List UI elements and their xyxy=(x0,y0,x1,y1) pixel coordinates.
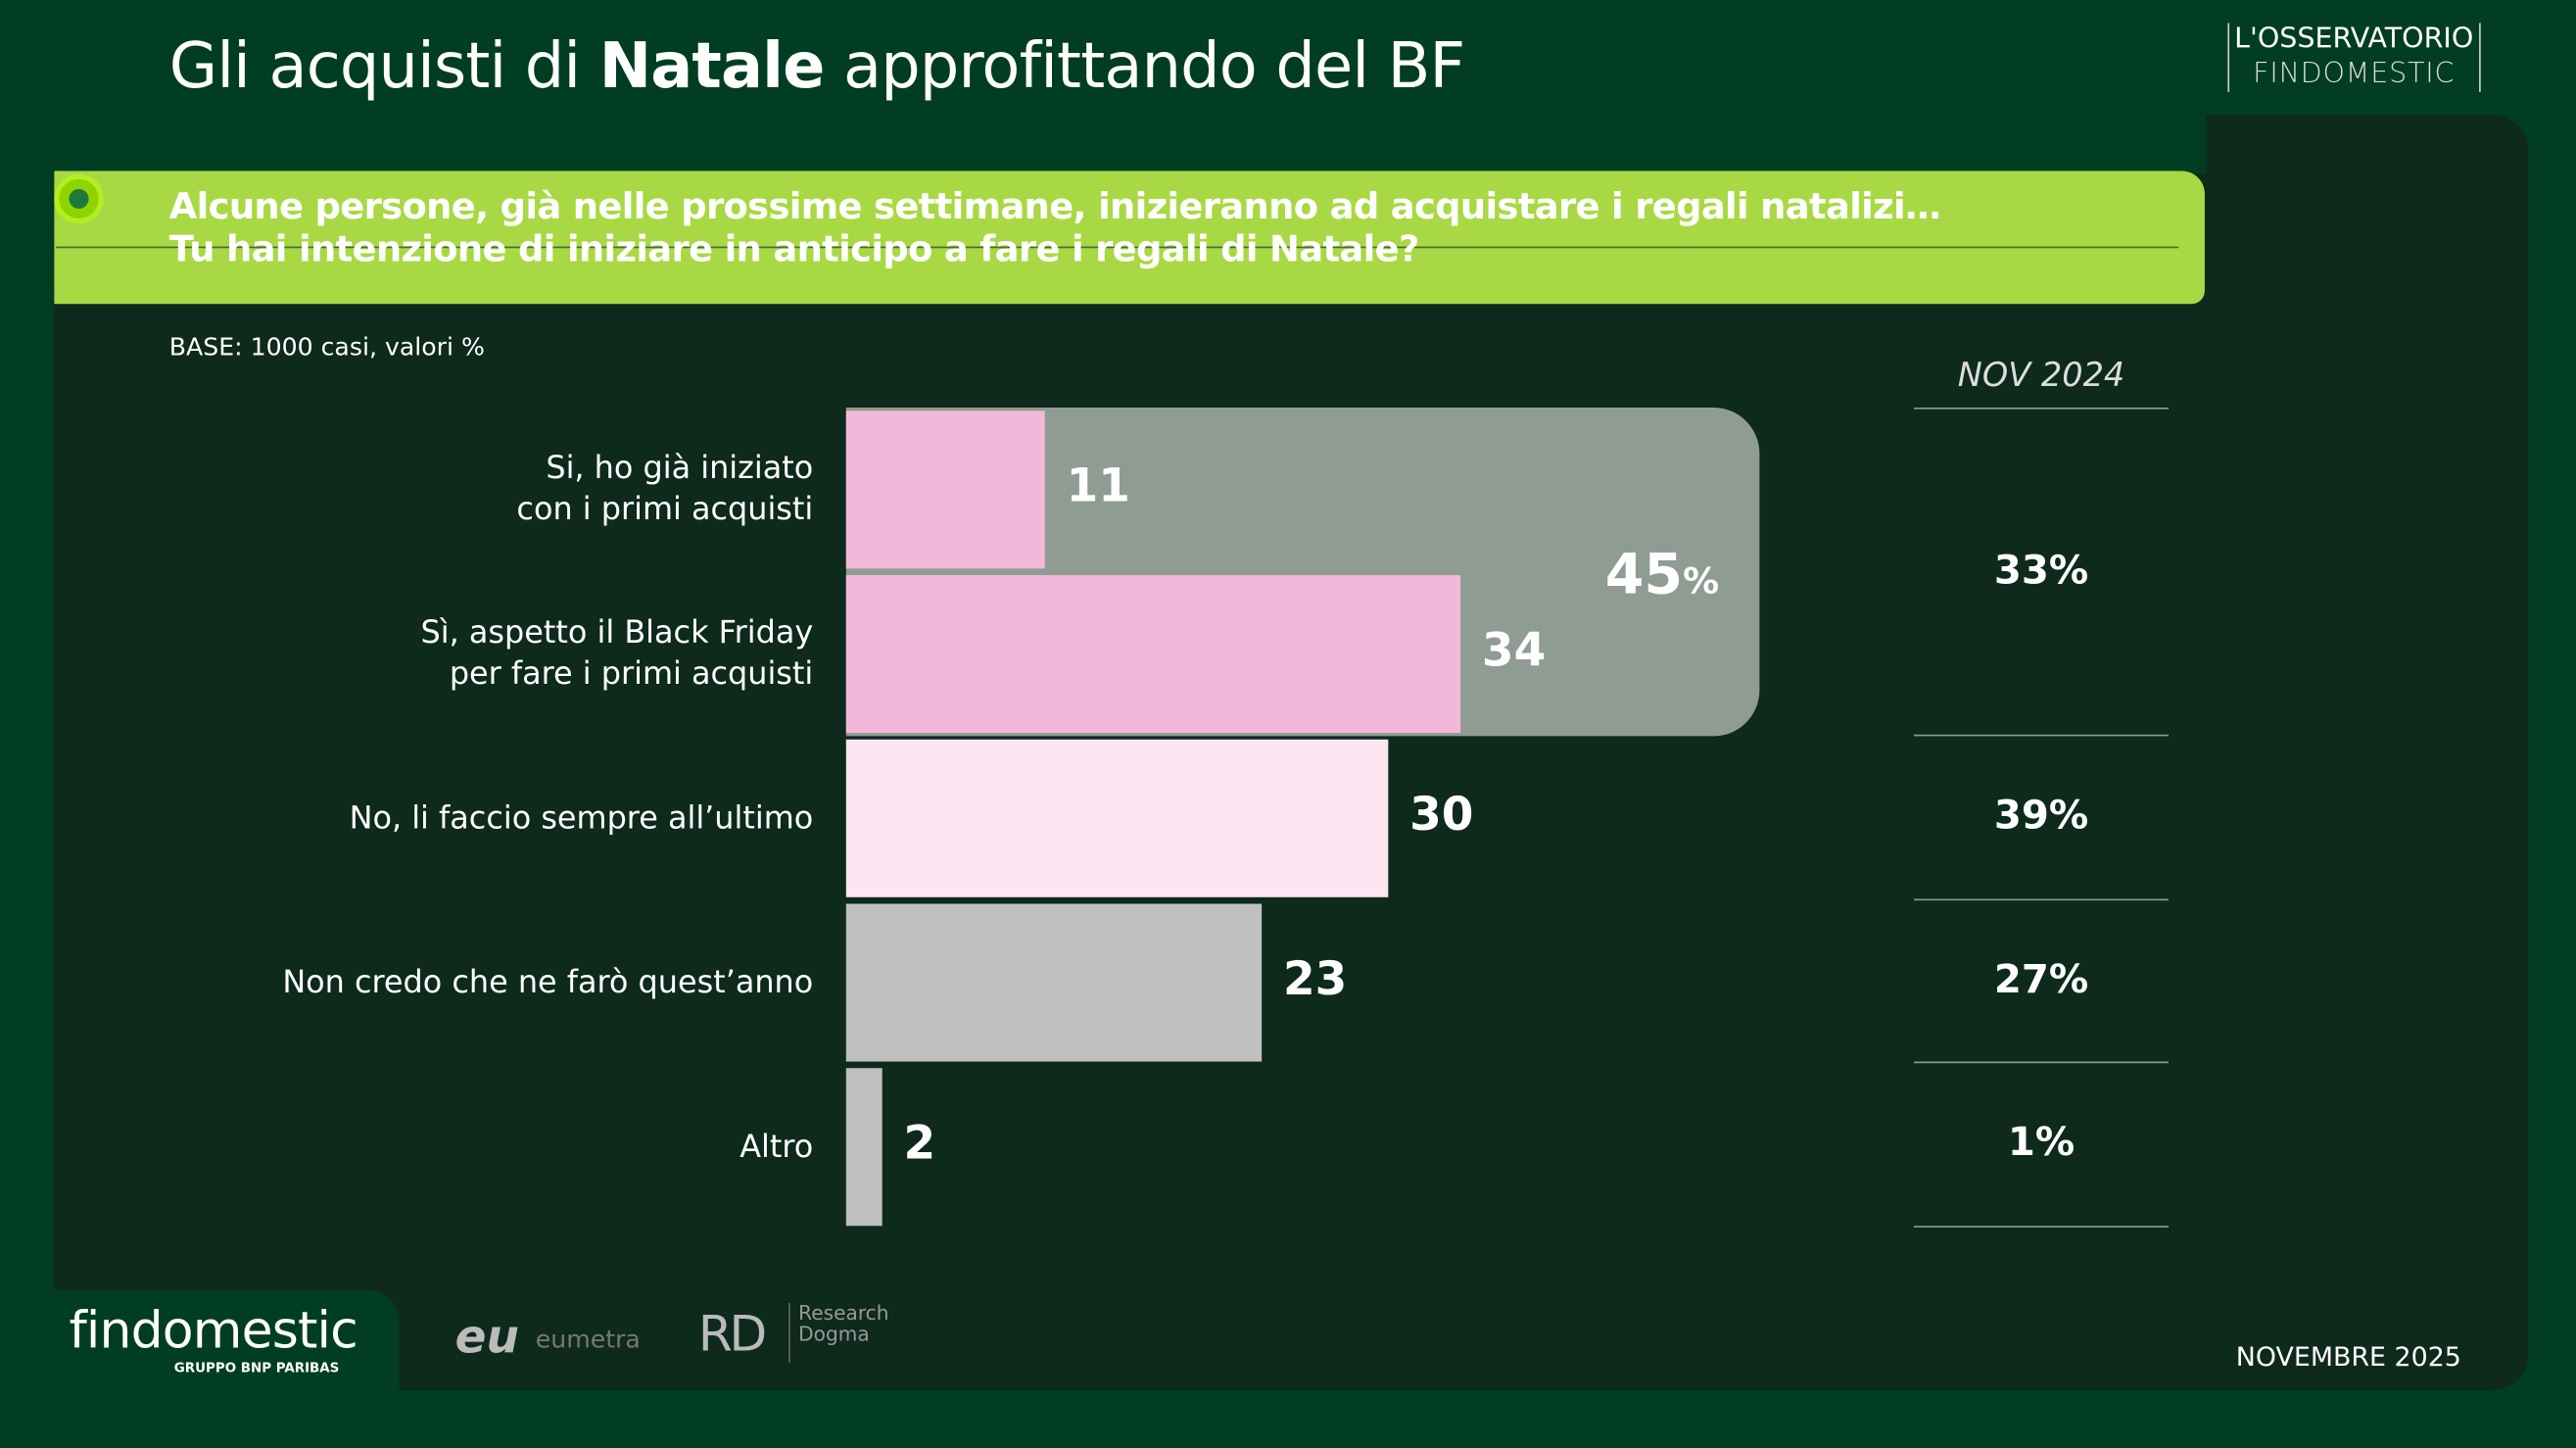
page-title: Gli acquisti di Natale approfittando del… xyxy=(168,29,1465,102)
category-label: No, li faccio sempre all’ultimo xyxy=(349,799,814,836)
question-line-2: Tu hai intenzione di iniziare in anticip… xyxy=(168,229,1420,271)
comparison-divider xyxy=(1914,1226,2170,1228)
data-label: 30 xyxy=(1409,787,1474,842)
bar xyxy=(845,739,1389,897)
findomestic-logo: findomestic xyxy=(69,1301,358,1361)
base-note: BASE: 1000 casi, valori % xyxy=(168,331,485,362)
comparison-divider xyxy=(1914,1061,2170,1064)
bar xyxy=(845,575,1461,734)
data-label: 11 xyxy=(1066,458,1130,513)
data-label: 23 xyxy=(1282,951,1348,1006)
comparison-divider xyxy=(1914,734,2170,737)
report-date: NOVEMBRE 2025 xyxy=(2235,1340,2461,1373)
research-dogma-logo: RD xyxy=(697,1306,767,1365)
category-label: Sì, aspetto il Black Friday per fare i pr… xyxy=(420,614,814,693)
brand-logo: L'OSSERVATORIO FINDOMESTIC xyxy=(2227,23,2480,92)
comparison-value: 39% xyxy=(1993,792,2089,839)
question-box-tab xyxy=(131,170,230,254)
comparison-divider xyxy=(1914,407,2170,410)
group-total-label: 45% xyxy=(1604,542,1720,608)
bnp-subtitle: GRUPPO BNP PARIBAS xyxy=(173,1360,340,1376)
comparison-value: 27% xyxy=(1993,956,2089,1003)
bar xyxy=(845,410,1045,569)
footer-strip xyxy=(0,1391,2576,1448)
data-label: 34 xyxy=(1481,622,1547,678)
comparison-value: 33% xyxy=(1993,547,2089,594)
panel-cutout xyxy=(54,115,2207,174)
category-label: Si, ho già iniziato con i primi acquisti xyxy=(516,450,814,528)
divider xyxy=(56,246,2179,249)
comparison-value: 1% xyxy=(2007,1119,2075,1166)
bullet-icon xyxy=(54,173,104,224)
category-label: Altro xyxy=(739,1128,814,1165)
comparison-divider xyxy=(1914,898,2170,901)
bar xyxy=(845,1068,883,1227)
comparison-header: NOV 2024 xyxy=(1957,355,2125,395)
research-dogma-name: Research Dogma xyxy=(788,1302,888,1363)
question-box xyxy=(54,170,2205,305)
category-label: Non credo che ne farò quest’anno xyxy=(282,963,814,1000)
question-line-1: Alcune persone, già nelle prossime setti… xyxy=(168,187,1941,229)
data-label: 2 xyxy=(903,1115,936,1171)
eumetra-name: eumetra xyxy=(535,1324,641,1355)
bar xyxy=(845,903,1263,1062)
eumetra-logo: eu xyxy=(454,1309,519,1365)
